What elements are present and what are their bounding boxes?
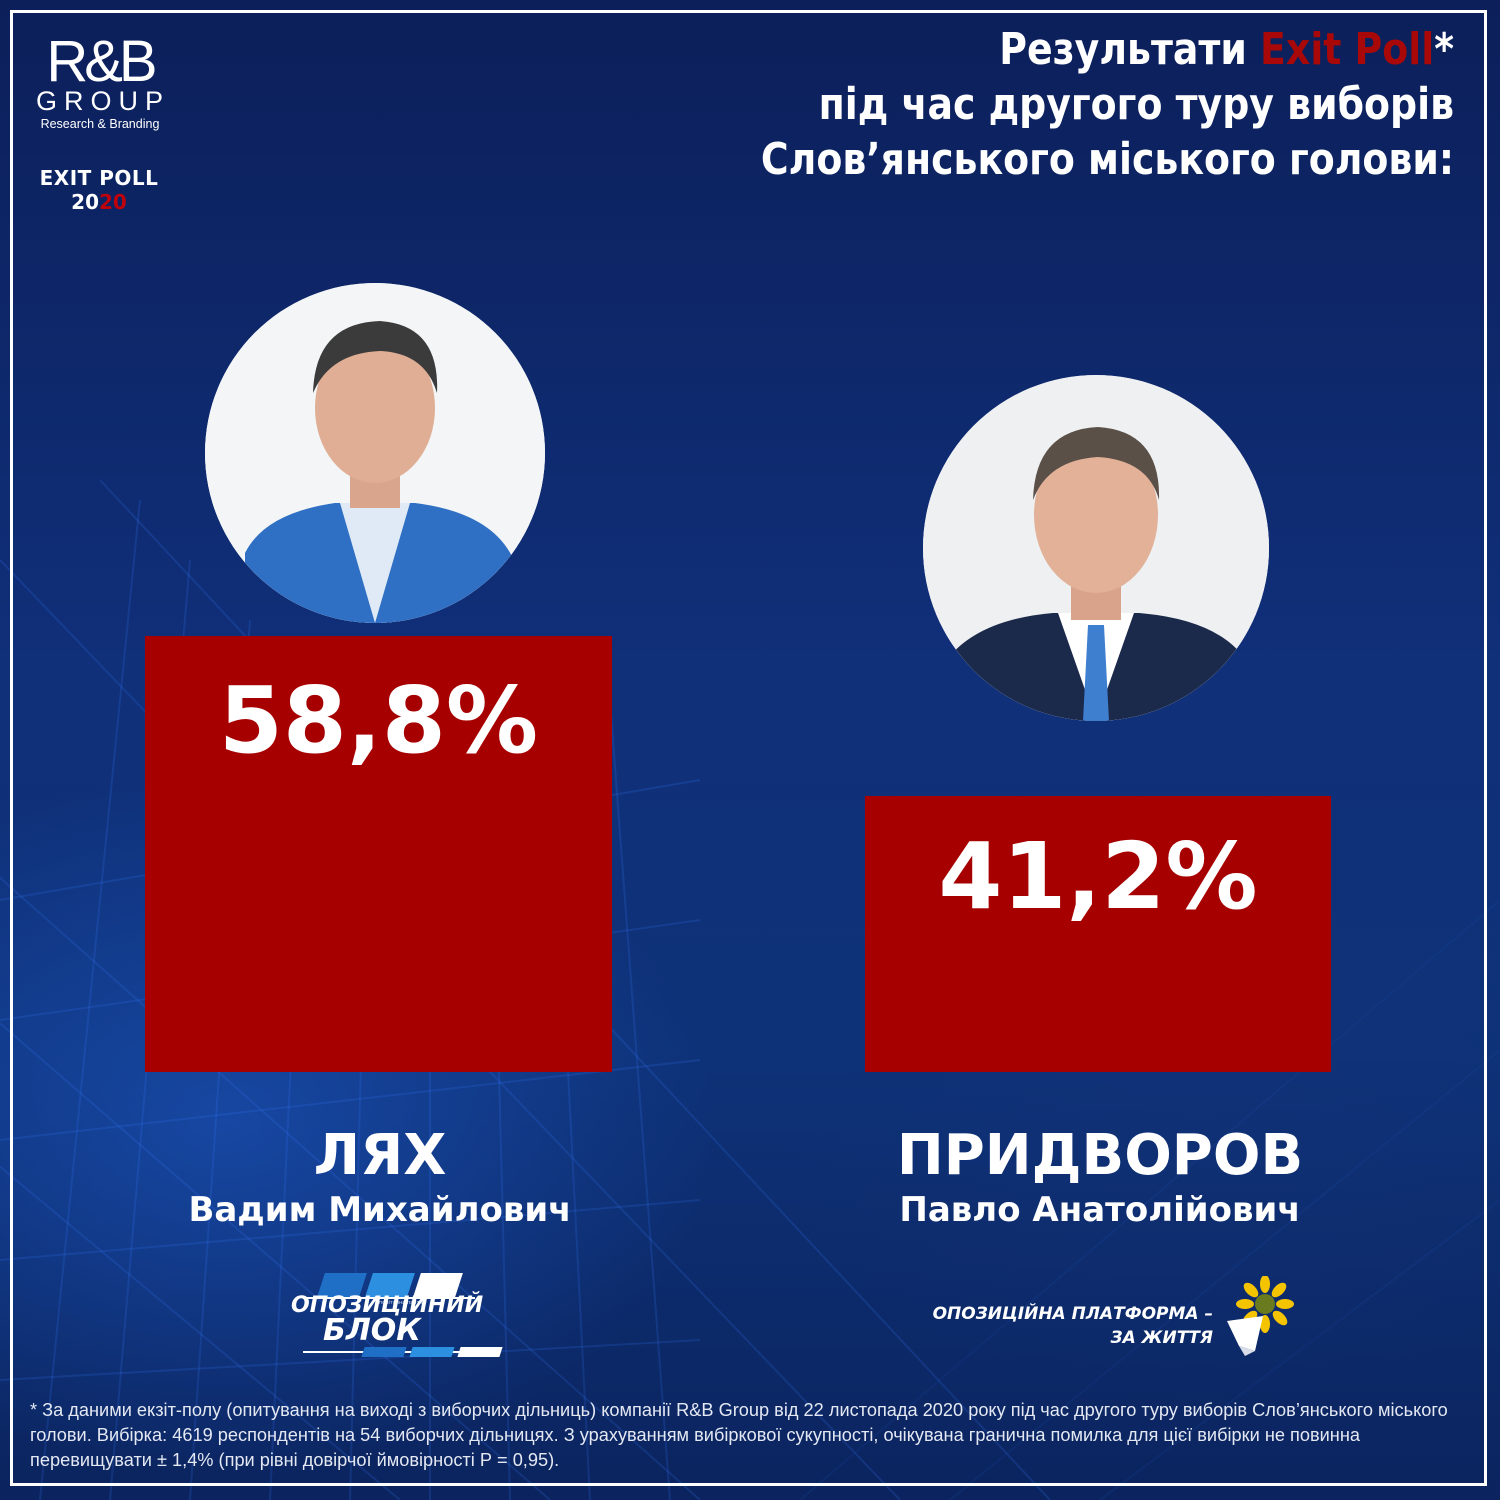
opposition-bloc-logo: політична партія ОПОЗИЦІЙНИЙ БЛОК: [283, 1273, 503, 1357]
candidate-1-given-names: Вадим Михайлович: [188, 1190, 572, 1230]
percent-label-candidate-1: 58,8%: [218, 667, 539, 774]
party-2-name-line1: ОПОЗИЦІЙНА ПЛАТФОРМА –: [932, 1304, 1213, 1324]
opposition-platform-logo: ОПОЗИЦІЙНА ПЛАТФОРМА – ЗА ЖИТТЯ: [925, 1276, 1305, 1356]
title-prefix: Результати: [999, 24, 1261, 75]
exit-poll-year: 2020: [24, 190, 174, 214]
candidate-1-name: ЛЯХ Вадим Михайлович: [120, 1124, 640, 1232]
sunflower-dove-icon: [1227, 1276, 1294, 1356]
party-2-name-line2: ЗА ЖИТТЯ: [1110, 1328, 1213, 1348]
candidate-2-given-names: Павло Анатолійович: [899, 1190, 1301, 1230]
logo-tagline: Research & Branding: [40, 117, 160, 131]
party-small-caption: політична партія: [379, 1300, 424, 1306]
page-title: Результати Exit Poll* під час другого ту…: [761, 22, 1454, 187]
party-stripes-bottom-icon: [361, 1347, 503, 1369]
logo-wordmark: R&B: [46, 29, 157, 94]
title-accent-exit-poll: Exit Poll: [1260, 24, 1435, 75]
exit-poll-label: EXIT POLL: [39, 166, 159, 190]
rb-group-logo: R&B GROUP Research & Branding: [30, 29, 171, 132]
white-frame-border: [10, 10, 1487, 1486]
title-line-2: під час другого туру виборів: [818, 79, 1454, 130]
person-icon: [205, 283, 545, 623]
logo-group-text: GROUP: [36, 86, 171, 116]
percent-label-candidate-2: 41,2%: [938, 823, 1258, 930]
party-1-name-line2: БЛОК: [323, 1313, 421, 1348]
methodology-footnote: * За даними екзіт-полу (опитування на ви…: [30, 1400, 1448, 1470]
candidate-1-surname: ЛЯХ: [313, 1123, 447, 1188]
title-line-3: Слов’янського міського голови:: [760, 134, 1454, 185]
year-white-part: 20: [71, 190, 99, 214]
title-line-1: Результати Exit Poll*: [761, 22, 1454, 77]
candidate-1-portrait: [205, 283, 545, 623]
candidate-2-portrait: [923, 375, 1269, 721]
candidate-2-surname: ПРИДВОРОВ: [896, 1123, 1304, 1188]
person-icon: [923, 375, 1269, 721]
result-bar-candidate-1: 58,8%: [145, 636, 612, 1072]
party-rule-top: [303, 1297, 475, 1299]
candidate-2-name: ПРИДВОРОВ Павло Анатолійович: [840, 1124, 1360, 1232]
exit-poll-badge: EXIT POLL 2020: [24, 166, 174, 214]
year-red-part: 20: [99, 190, 127, 214]
title-asterisk: *: [1434, 24, 1454, 75]
result-bar-candidate-2: 41,2%: [865, 796, 1331, 1072]
party-1-name-line1: ОПОЗИЦІЙНИЙ: [291, 1293, 484, 1318]
party-stripes-icon: [317, 1273, 463, 1297]
